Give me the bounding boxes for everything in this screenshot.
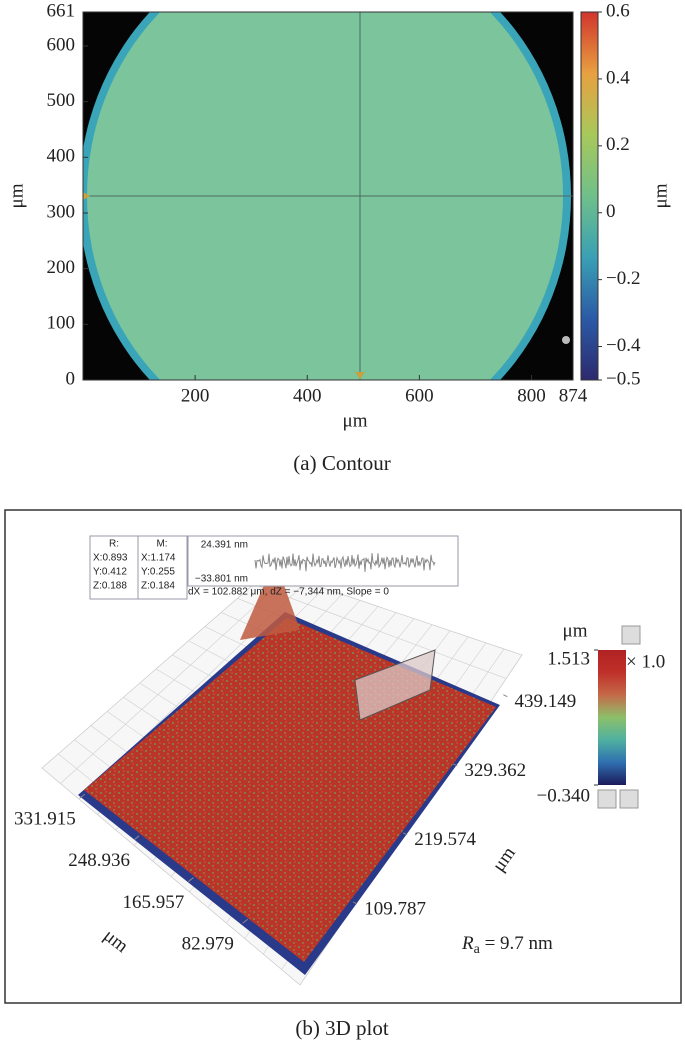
y-tick-label: 661 [47, 0, 76, 21]
defect [562, 336, 570, 344]
colorbar-tick-label: 0.4 [606, 67, 630, 88]
x-tick-label: 200 [181, 385, 210, 406]
y-tick-label: 600 [47, 34, 76, 55]
disc [87, 12, 563, 380]
y-tick-label: 329.362 [464, 760, 526, 781]
colorbar-tick-label: −0.5 [606, 368, 640, 389]
y-tick-label: 400 [47, 146, 76, 167]
caption: (a) Contour [293, 451, 390, 475]
y-tick-label: 219.574 [414, 829, 476, 850]
colorbar-tick-label: −0.2 [606, 268, 640, 289]
y-tick-label: 500 [47, 90, 76, 111]
y-tick-label: 100 [47, 313, 76, 334]
colorbar-tick-label: 0.6 [606, 0, 630, 21]
x-tick-label: 400 [293, 385, 322, 406]
readout-header: R: [109, 539, 119, 550]
cursor-marker [83, 192, 90, 200]
profile-summary: dX = 102.882 μm, dZ = −7,344 nm, Slope =… [188, 587, 389, 598]
readout-cell: Y:0.412 [93, 567, 127, 578]
colorbar-tick-label: 1.513 [547, 648, 590, 669]
y-tick [453, 763, 458, 767]
profile-min-label: −33.801 nm [195, 574, 248, 585]
y-tick [352, 901, 358, 905]
annotation-subscript: a [474, 942, 481, 957]
colorbar [580, 11, 599, 381]
y-tick-label: 109.787 [364, 898, 426, 919]
y-axis-label: μm [6, 183, 27, 208]
colorbar-scale: × 1.0 [626, 651, 665, 672]
readout-cell: X:1.174 [141, 553, 176, 564]
annotation-text: = 9.7 nm [480, 933, 553, 954]
colorbar-label: μm [563, 620, 588, 641]
x-tick-label: 82.979 [182, 934, 234, 955]
y-tick [402, 832, 408, 836]
y-tick-label: 200 [47, 257, 76, 278]
x-tick-label: 331.915 [14, 808, 76, 829]
x-tick-label: 800 [517, 385, 546, 406]
y-tick [503, 694, 508, 698]
readout-header: M: [156, 539, 167, 550]
plot-frame [82, 11, 574, 381]
roughness-annotation: Ra = 9.7 nm [461, 933, 553, 957]
surface-peak [240, 560, 300, 640]
colorbar [598, 650, 626, 785]
x-tick [133, 835, 140, 841]
x-tick [79, 793, 86, 799]
x-axis-label: μm [343, 410, 368, 431]
colorbar-tick-label: −0.4 [606, 335, 641, 356]
x-tick [242, 918, 249, 924]
colorbar-buttons [597, 625, 641, 809]
profile-max-label: 24.391 nm [201, 540, 248, 551]
colorbar-label: μm [650, 183, 671, 208]
contour-image [83, 12, 573, 380]
caption: (b) 3D plot [295, 1016, 388, 1040]
cut-plane [354, 649, 436, 721]
colorbar-tick-label: 0.2 [606, 134, 630, 155]
colorbar-tick-label: 0 [606, 201, 616, 222]
profile-line [254, 553, 436, 572]
readout-cell: Y:0.255 [141, 567, 175, 578]
readout-cell: X:0.893 [93, 553, 128, 564]
x-tick-label: 248.936 [68, 850, 130, 871]
colorbar-tick-label: −0.340 [537, 785, 590, 806]
annotation-symbol: R [461, 933, 474, 954]
y-tick-label: 300 [47, 201, 76, 222]
x-tick-label: 165.957 [123, 892, 185, 913]
readout-cell: Z:0.188 [93, 581, 127, 592]
x-tick-label: 600 [405, 385, 434, 406]
y-tick-label: 0 [66, 368, 76, 389]
cursor-marker [355, 372, 365, 379]
x-tick-label: 874 [559, 385, 588, 406]
plane-grid-line [253, 583, 507, 679]
y-tick-label: 439.149 [514, 691, 576, 712]
readout-cell: Z:0.184 [141, 581, 175, 592]
x-tick [188, 877, 194, 882]
